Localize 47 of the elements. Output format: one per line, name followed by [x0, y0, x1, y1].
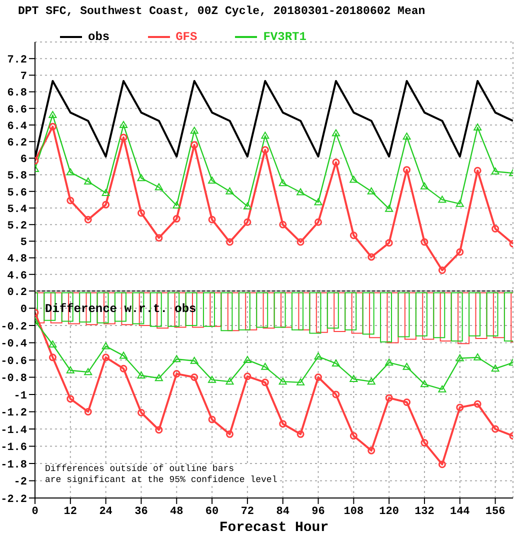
y-tick-label: -2.2	[0, 494, 27, 506]
y-tick-label: 5	[20, 237, 28, 250]
x-tick-label: 96	[312, 506, 325, 518]
y-tick-label: 6.8	[7, 88, 28, 100]
x-tick-label: 0	[32, 506, 38, 518]
y-tick-label: 7.2	[7, 54, 27, 67]
annotation: Differences outside of outline bars are significant at the 95% confidence level	[45, 464, 278, 486]
y-tick-label: 4.6	[7, 270, 27, 282]
x-tick-label: 132	[414, 506, 434, 518]
y-tick-label: -0.6	[0, 356, 27, 368]
x-axis-title: Forecast Hour	[219, 520, 329, 535]
y-tick-label: 5.8	[7, 170, 28, 183]
y-tick-label: 6	[20, 154, 27, 166]
legend-label: obs	[87, 30, 110, 44]
x-tick-label: 72	[240, 506, 254, 518]
y-tick-label: 0.2	[7, 286, 27, 299]
y-tick-label: 5.6	[7, 187, 27, 200]
x-tick-label: 108	[344, 506, 364, 518]
y-tick-label: 6.4	[7, 120, 28, 133]
y-tick-label: 5.4	[7, 204, 28, 216]
y-tick-label: -1.2	[0, 408, 27, 420]
x-tick-label: 36	[134, 506, 148, 518]
y-tick-label: 5.2	[7, 220, 27, 233]
x-tick-label: 144	[450, 506, 470, 518]
y-tick-label: -2	[14, 476, 27, 489]
y-tick-label: -1.6	[0, 442, 27, 454]
x-tick-label: 120	[379, 506, 399, 518]
x-tick-label: 48	[170, 506, 184, 518]
x-tick-label: 156	[485, 506, 506, 518]
y-tick-label: -0.8	[0, 373, 28, 386]
y-tick-label: 4.8	[7, 254, 28, 266]
y-tick-label: 7	[20, 71, 27, 84]
legend-label: GFS	[174, 30, 198, 44]
chart-title: DPT SFC, Southwest Coast, 00Z Cycle, 20180301-20180602 Mean	[18, 5, 426, 18]
x-tick-label: 60	[205, 506, 219, 518]
x-tick-label: 12	[64, 506, 78, 518]
y-tick-label: -0.4	[0, 338, 28, 351]
y-tick-label: -0.2	[0, 321, 27, 334]
y-tick-label: 6.6	[7, 104, 27, 116]
legend-label: FV3RT1	[262, 30, 306, 44]
y-tick-label: 6.2	[7, 138, 27, 150]
x-tick-label: 84	[276, 506, 290, 518]
x-tick-label: 24	[99, 506, 113, 518]
y-tick-label: -1.8	[0, 459, 28, 472]
y-tick-label: 0	[20, 304, 27, 316]
y-tick-label: -1.4	[0, 424, 28, 437]
y-tick-label: -1	[14, 390, 28, 402]
